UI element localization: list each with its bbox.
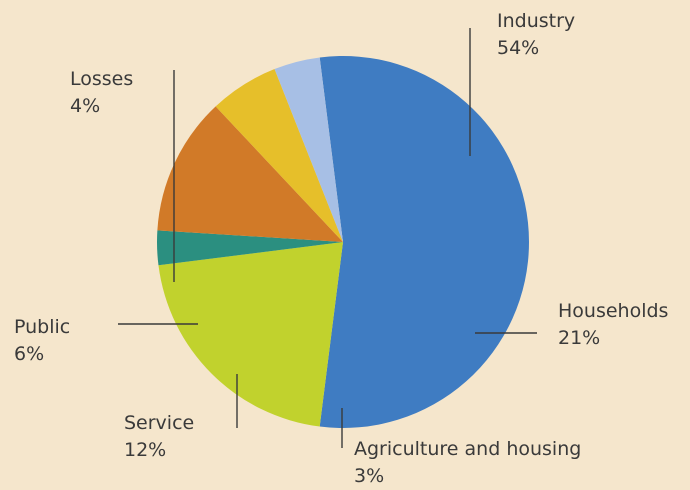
label-losses-value: 4%	[70, 95, 101, 117]
label-industry-name: Industry	[497, 10, 576, 32]
label-agriculture: Agriculture and housing 3%	[354, 436, 581, 490]
label-public: Public 6%	[14, 314, 70, 368]
label-service: Service 12%	[124, 410, 194, 464]
pie-slice-public	[215, 69, 343, 242]
pie-slice-losses	[274, 57, 343, 242]
label-public-name: Public	[14, 316, 71, 338]
label-agriculture-name: Agriculture and housing	[354, 438, 582, 460]
label-households-value: 21%	[558, 327, 601, 349]
pie-slice-service	[157, 106, 343, 242]
label-service-name: Service	[124, 412, 195, 434]
pie-slice-industry	[319, 56, 529, 429]
label-public-value: 6%	[14, 343, 45, 365]
pie-slice-agriculture-and-housing	[157, 230, 343, 266]
label-service-value: 12%	[124, 439, 167, 461]
label-losses-name: Losses	[70, 68, 134, 90]
label-households-name: Households	[558, 300, 669, 322]
leader-lines	[118, 28, 537, 448]
label-households: Households 21%	[558, 298, 668, 352]
label-losses: Losses 4%	[70, 66, 133, 120]
pie-slices	[157, 56, 529, 429]
label-agriculture-value: 3%	[354, 465, 385, 487]
label-industry: Industry 54%	[497, 8, 575, 62]
pie-slice-households	[158, 242, 343, 427]
label-industry-value: 54%	[497, 37, 540, 59]
